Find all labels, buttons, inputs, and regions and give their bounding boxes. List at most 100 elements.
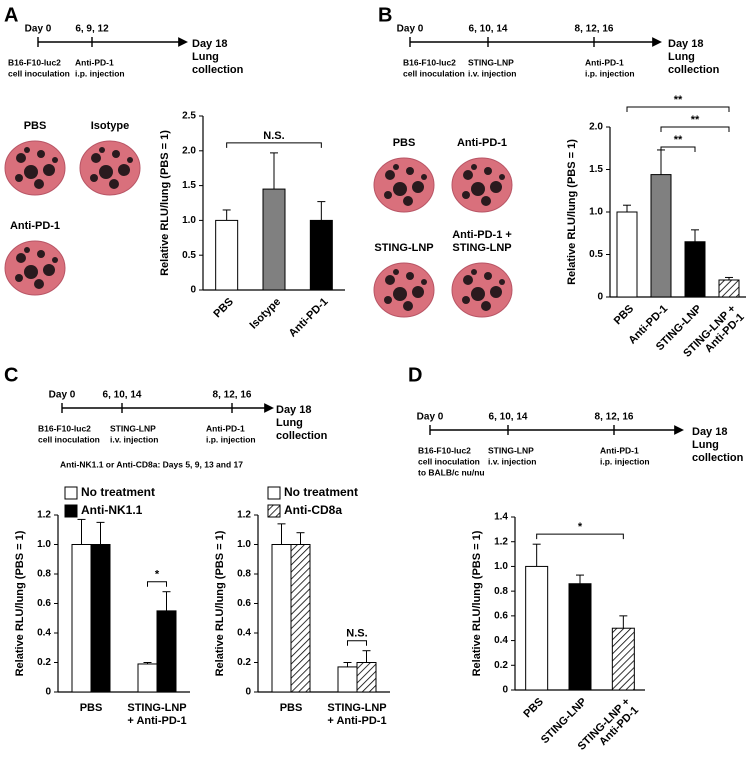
y-tick-label: 1.0 xyxy=(494,561,508,572)
lung-spot xyxy=(34,179,44,189)
lung-spot xyxy=(406,167,414,175)
significance-label: * xyxy=(155,569,160,581)
lung-spot xyxy=(393,164,399,170)
lung-spot xyxy=(481,301,491,311)
lung-spot xyxy=(462,191,470,199)
lung-spot xyxy=(90,174,98,182)
lung-photo xyxy=(4,240,66,296)
y-tick-label: 1.4 xyxy=(494,512,508,523)
y-tick-label: 1.2 xyxy=(37,510,51,521)
x-tick-label: PBS xyxy=(521,696,545,720)
y-tick-label: 0.4 xyxy=(494,635,508,646)
photo-label: Isotype xyxy=(91,120,130,132)
bar xyxy=(611,627,635,691)
significance-label: ** xyxy=(674,94,683,106)
lung-spot xyxy=(421,279,427,285)
x-tick-label: Anti-PD-1 xyxy=(287,296,331,340)
bar xyxy=(215,219,239,291)
y-tick-label: 1.0 xyxy=(37,539,51,550)
legend-swatch xyxy=(267,486,281,500)
bar xyxy=(90,544,111,693)
x-tick-label: STING-LNP xyxy=(327,702,386,714)
significance-label: N.S. xyxy=(346,628,367,640)
bar xyxy=(650,174,672,298)
x-tick-label: + Anti-PD-1 xyxy=(127,715,186,727)
y-tick-label: 1.5 xyxy=(182,180,196,191)
y-tick-label: 0 xyxy=(245,687,251,698)
photo-label: PBS xyxy=(24,120,47,132)
lung-spot xyxy=(385,170,395,180)
significance-bracket xyxy=(660,126,730,132)
photo-label: STING-LNP xyxy=(452,242,511,254)
lung-spot xyxy=(471,182,485,196)
timeline-day: 6, 10, 14 xyxy=(469,24,508,35)
lung-spot xyxy=(24,247,30,253)
significance-label: N.S. xyxy=(263,130,284,142)
bar xyxy=(616,211,638,298)
lung-spot xyxy=(34,279,44,289)
timeline-event: B16-F10-luc2 xyxy=(8,57,61,67)
y-tick-label: 0.8 xyxy=(237,569,251,580)
timeline-event: i.v. injection xyxy=(110,434,159,444)
timeline-day: Day 0 xyxy=(25,24,52,35)
lung-spot xyxy=(403,196,413,206)
x-tick-label: PBS xyxy=(211,296,235,320)
lung-spot xyxy=(15,174,23,182)
timeline-event: STING-LNP xyxy=(468,57,514,67)
lung-spot xyxy=(37,150,45,158)
y-tick-label: 0.2 xyxy=(237,657,251,668)
y-tick-label: 0 xyxy=(190,285,196,296)
significance-label: * xyxy=(578,521,583,533)
timeline-event: Anti-PD-1 xyxy=(206,423,245,433)
lung-spot xyxy=(52,157,58,163)
bar xyxy=(684,241,706,298)
legend-label: No treatment xyxy=(81,485,155,499)
panel-letter: C xyxy=(4,364,18,386)
y-axis-label: Relative RLU/lung (PBS = 1) xyxy=(214,530,226,676)
bar xyxy=(271,544,292,693)
x-tick-label-line: PBS xyxy=(612,303,636,327)
timeline-event: i.p. injection xyxy=(75,68,125,78)
timeline-event: B16-F10-luc2 xyxy=(403,57,456,67)
timeline-day: 6, 10, 14 xyxy=(103,390,142,401)
lung-photo xyxy=(373,262,435,318)
lung-photo xyxy=(451,157,513,213)
y-axis-label: Relative RLU/lung (PBS = 1) xyxy=(159,130,171,276)
panel-letter: D xyxy=(408,364,422,386)
legend-label: No treatment xyxy=(284,485,358,499)
legend-swatch xyxy=(267,504,281,518)
bar xyxy=(137,663,158,693)
y-axis-label: Relative RLU/lung (PBS = 1) xyxy=(471,530,483,676)
photo-label: Anti-PD-1 xyxy=(10,220,60,232)
timeline-event: cell inoculation xyxy=(418,456,480,466)
significance-bracket xyxy=(660,146,696,152)
x-tick-label-line: PBS xyxy=(211,296,235,320)
y-tick-label: 0 xyxy=(502,685,508,696)
lung-spot xyxy=(412,181,424,193)
timeline-end: Lung xyxy=(692,439,719,451)
lung-photo xyxy=(4,140,66,196)
timeline-end: Day 18 xyxy=(692,426,727,438)
significance-label: ** xyxy=(691,114,700,126)
timeline-event: cell inoculation xyxy=(8,68,70,78)
timeline-end: Lung xyxy=(192,51,219,63)
bar xyxy=(718,279,740,298)
y-tick-label: 1.0 xyxy=(589,207,603,218)
lung-spot xyxy=(24,147,30,153)
lung-spot xyxy=(385,275,395,285)
lung-spot xyxy=(99,147,105,153)
x-tick-label-line: PBS xyxy=(521,696,545,720)
timeline-end: Lung xyxy=(276,417,303,429)
y-tick-label: 0 xyxy=(45,687,51,698)
y-tick-label: 0.4 xyxy=(37,628,51,639)
lung-spot xyxy=(490,181,502,193)
timeline-end: collection xyxy=(276,430,328,442)
x-tick-label: PBS xyxy=(80,702,103,714)
timeline-day: Day 0 xyxy=(397,24,424,35)
lung-spot xyxy=(24,165,38,179)
timeline-day: 8, 12, 16 xyxy=(595,412,634,423)
x-tick-label: STING-LNP xyxy=(127,702,186,714)
lung-spot xyxy=(403,301,413,311)
legend-label: Anti-NK1.1 xyxy=(81,503,143,517)
bar xyxy=(290,544,311,693)
